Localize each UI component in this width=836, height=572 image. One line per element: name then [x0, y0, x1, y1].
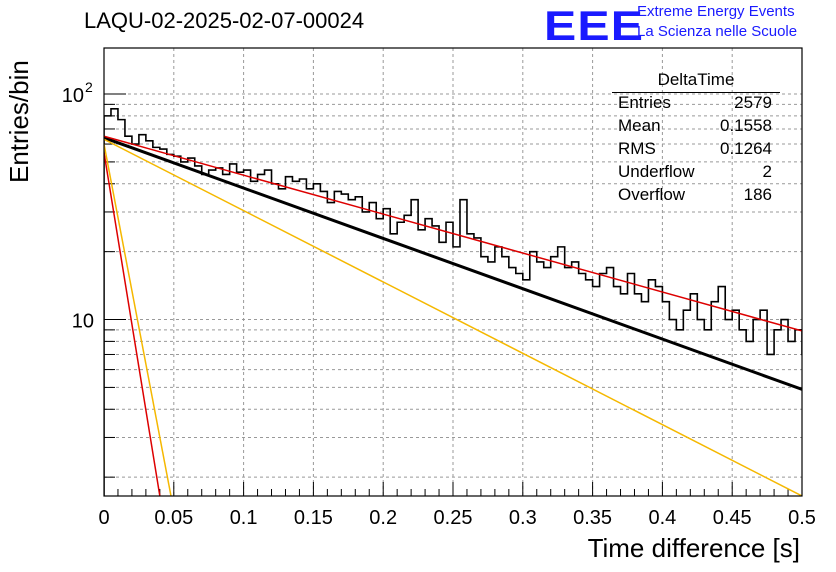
plot-frame — [103, 47, 803, 497]
x-tick-label: 0.3 — [509, 507, 537, 529]
stats-value: 186 — [743, 185, 772, 204]
fit-line — [104, 135, 802, 332]
x-tick-label: 0.05 — [154, 507, 193, 529]
fit-line — [104, 143, 172, 496]
stats-box: DeltaTime Entries 2579 Mean 0.1558 RMS 0.12… — [612, 70, 780, 208]
stats-row: Entries 2579 — [612, 93, 780, 116]
stats-value: 0.1264 — [720, 139, 772, 158]
x-tick-label: 0.1 — [230, 507, 258, 529]
fit-line — [104, 152, 161, 496]
x-tick-label: 0.25 — [434, 507, 473, 529]
logo-subtitle-1: Extreme Energy Events — [637, 3, 795, 20]
stats-row: Underflow 2 — [612, 162, 780, 185]
eee-logo: EEE — [544, 2, 645, 49]
stats-label: RMS — [618, 139, 656, 158]
y-tick-label: 10 — [62, 85, 84, 107]
x-tick-label: 0.45 — [713, 507, 752, 529]
stats-value: 2 — [762, 162, 772, 181]
logo-subtitle-2: La Scienza nelle Scuole — [637, 23, 798, 40]
x-tick-label: 0.35 — [573, 507, 612, 529]
stats-row: RMS 0.1264 — [612, 139, 780, 162]
stats-label: Underflow — [618, 162, 695, 181]
x-tick-label: 0.4 — [648, 507, 676, 529]
x-tick-label: 0.2 — [369, 507, 397, 529]
stats-title: DeltaTime — [612, 70, 780, 93]
y-tick-label: 10 — [72, 311, 94, 333]
x-axis-label: Time difference [s] — [587, 533, 800, 563]
stats-label: Overflow — [618, 185, 686, 204]
fit-line — [104, 136, 802, 391]
stats-row: Mean 0.1558 — [612, 116, 780, 139]
x-tick-label: 0.5 — [788, 507, 816, 529]
x-tick-label: 0 — [98, 507, 109, 529]
stats-row: Overflow 186 — [612, 185, 780, 208]
stats-value: 2579 — [734, 93, 772, 112]
x-tick-label: 0.15 — [294, 507, 333, 529]
fit-line — [104, 138, 802, 496]
stats-label: Entries — [618, 93, 671, 112]
histogram — [104, 108, 802, 496]
stats-label: Mean — [618, 116, 661, 135]
y-axis-label: Entries/bin — [4, 60, 34, 183]
chart-title: LAQU-02-2025-02-07-00024 — [84, 8, 365, 33]
stats-value: 0.1558 — [720, 116, 772, 135]
y-tick-exponent: 2 — [85, 79, 93, 95]
